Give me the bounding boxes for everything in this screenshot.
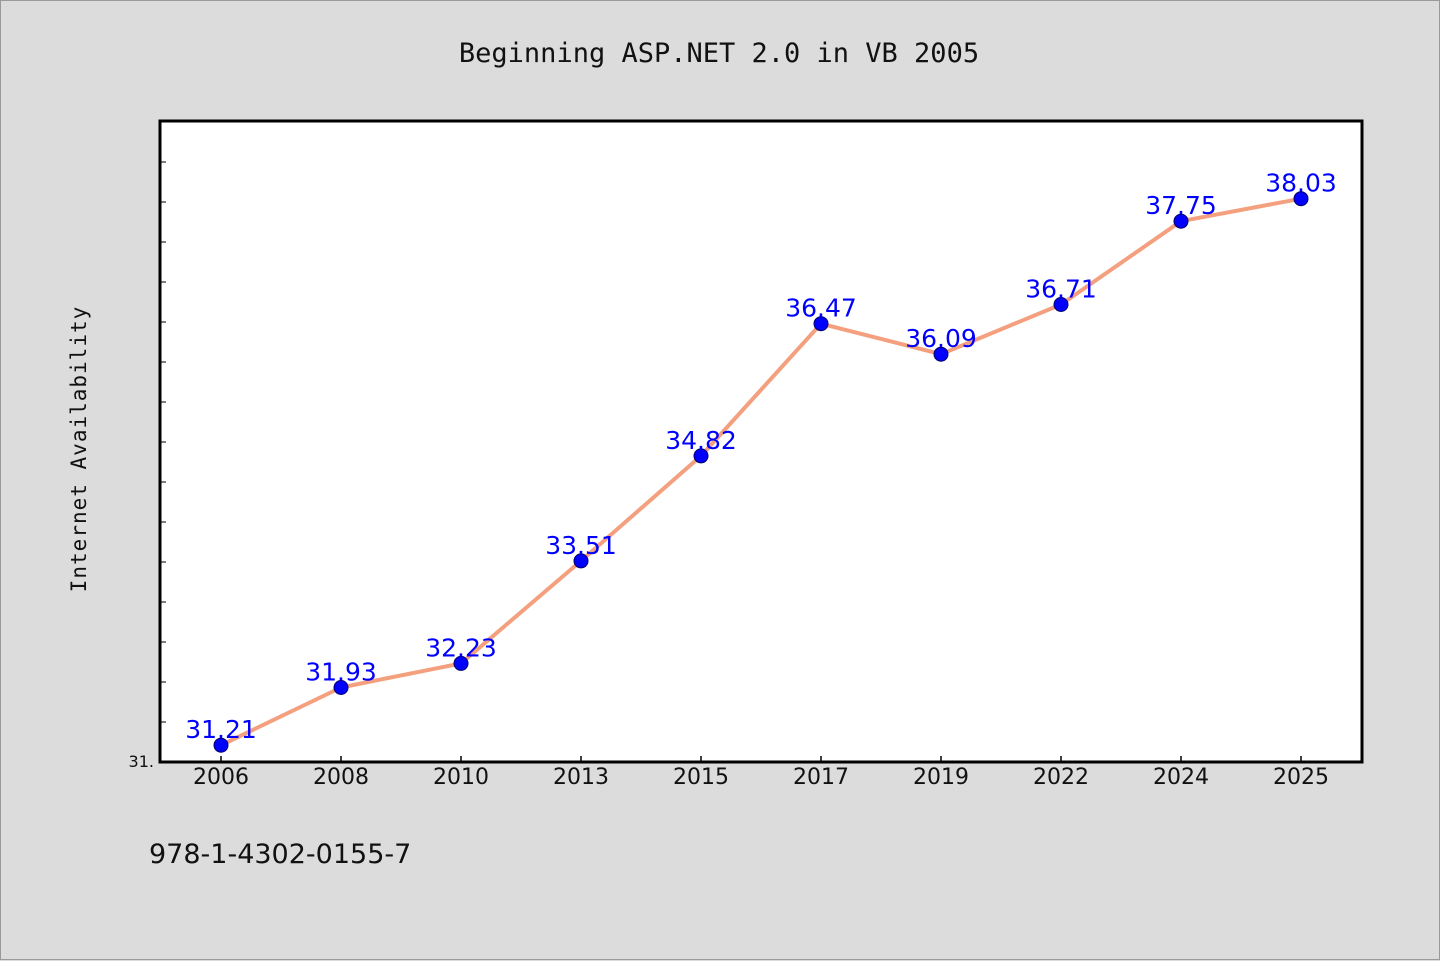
x-tick-label: 2010	[433, 765, 489, 790]
isbn-caption: 978-1-4302-0155-7	[149, 839, 411, 870]
data-point	[1293, 191, 1309, 207]
y-axis-label: Internet Availability	[67, 306, 91, 593]
data-point	[813, 316, 829, 332]
x-tick-label: 2022	[1033, 765, 1089, 790]
series-markers	[213, 191, 1309, 753]
x-tick-label: 2006	[193, 765, 249, 790]
x-tick-label: 2024	[1153, 765, 1209, 790]
data-point	[1173, 213, 1189, 229]
y-axis-ticks	[160, 121, 166, 763]
data-label: 31.93	[305, 658, 377, 687]
data-label: 36.71	[1025, 275, 1097, 304]
data-label: 36.09	[905, 324, 977, 353]
data-point	[1053, 297, 1069, 312]
y-tick-label: 31.	[129, 752, 154, 771]
data-label: 32.23	[425, 633, 497, 662]
series-line	[220, 196, 1302, 748]
data-point	[693, 448, 709, 464]
data-label: 31.21	[185, 715, 257, 744]
data-label: 34.82	[665, 426, 737, 455]
x-tick-label: 2008	[313, 765, 369, 790]
x-tick-label: 2013	[553, 765, 609, 790]
x-tick-label: 2015	[673, 765, 729, 790]
data-point	[573, 553, 589, 569]
x-tick-label: 2019	[913, 765, 969, 790]
data-label: 38.03	[1265, 169, 1337, 198]
data-labels: 31.21 31.93 32.23 33.51 34.82 36.47 36.09 36.71…	[185, 169, 1337, 745]
data-label: 37.75	[1145, 191, 1217, 220]
data-point	[933, 346, 949, 362]
data-point	[213, 737, 229, 753]
chart-title: Beginning ASP.NET 2.0 in VB 2005	[459, 38, 979, 69]
x-axis-ticks	[220, 756, 1302, 762]
data-point	[333, 680, 349, 695]
x-axis-labels: 2006 2008 2010 2013 2015 2017 2019 2022 2024 2025	[193, 765, 1329, 790]
data-point	[453, 655, 469, 671]
data-label: 33.51	[545, 531, 617, 560]
plot-area	[158, 119, 1364, 764]
x-tick-label: 2025	[1273, 765, 1329, 790]
data-label: 36.47	[785, 294, 857, 323]
x-tick-label: 2017	[793, 765, 849, 790]
